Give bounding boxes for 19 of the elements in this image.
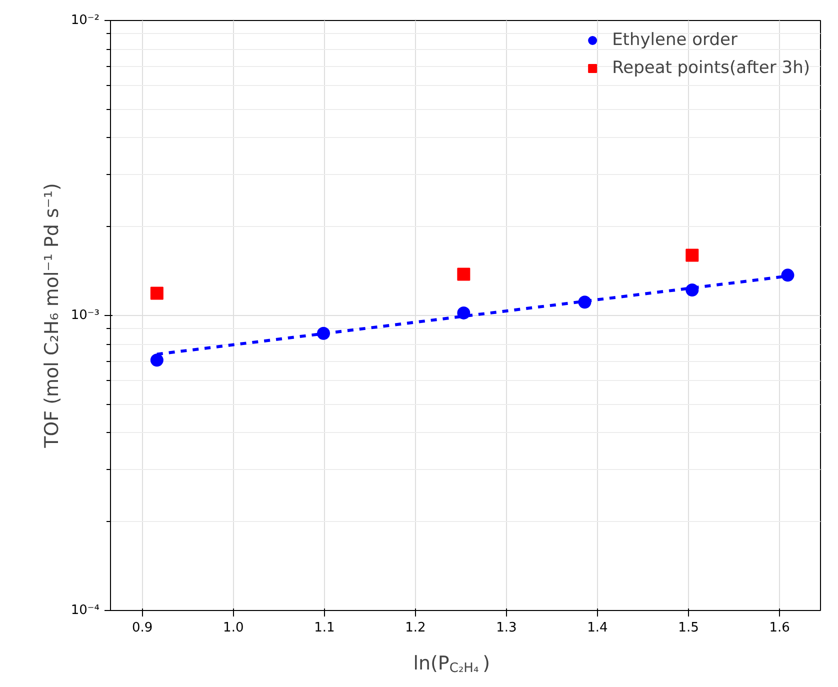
point — [686, 248, 699, 262]
legend-label: Repeat points(after 3h) — [612, 58, 810, 78]
x-tick-label: 1.2 — [405, 620, 426, 636]
x-tick-label: 1.5 — [678, 620, 699, 636]
x-tick-label: 1.3 — [496, 620, 517, 636]
point — [457, 268, 470, 281]
y-axis-title: TOF (mol C₂H₆ mol⁻¹ Pd s⁻¹) — [40, 183, 63, 449]
y-tick-label: 10⁻² — [70, 13, 100, 28]
y-tick-label: 10⁻³ — [70, 308, 100, 323]
x-tick-label: 1.1 — [314, 620, 335, 636]
legend-label: Ethylene order — [612, 30, 738, 50]
point — [150, 354, 164, 367]
y-tick-label: 10⁻⁴ — [70, 603, 100, 618]
x-tick-label: 0.9 — [132, 620, 153, 636]
x-tick-label: 1.0 — [223, 620, 244, 636]
point — [781, 268, 794, 282]
x-tick-label: 1.4 — [587, 620, 608, 636]
point — [150, 286, 164, 300]
x-tick-label: 1.6 — [769, 620, 790, 636]
